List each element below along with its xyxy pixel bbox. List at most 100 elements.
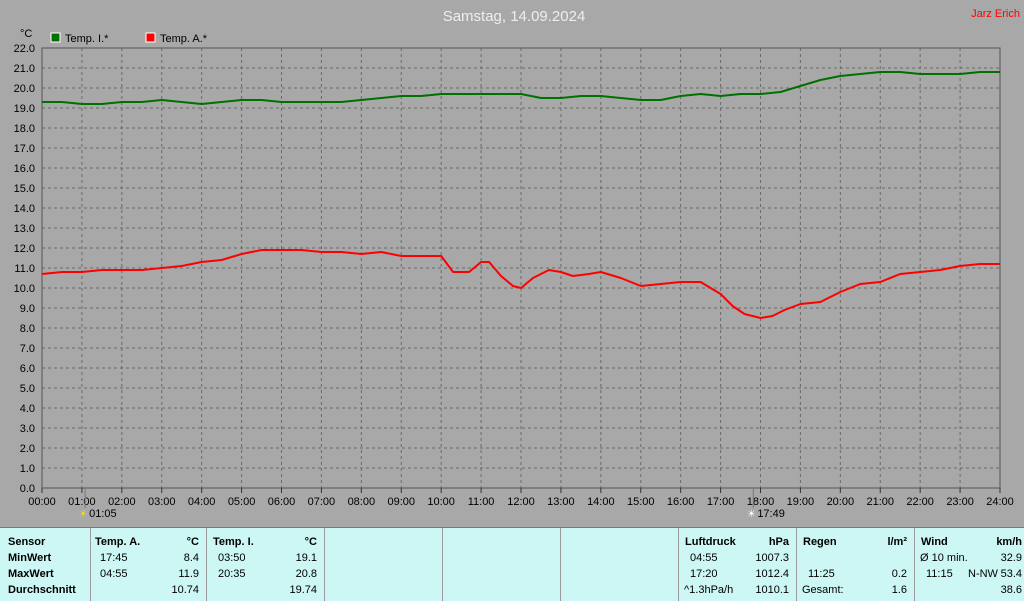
temp-a-unit: °C xyxy=(186,536,199,548)
x-tick-label: 10:00 xyxy=(427,496,455,508)
y-tick-label: 13.0 xyxy=(14,223,35,235)
x-axis-ticks: 00:00 01:00 02:00 03:00 04:00 05:00 06:00 07:00… xyxy=(28,488,1014,508)
wind-max-direction: N-NW xyxy=(968,568,998,580)
pressure-avg-value: 1010.1 xyxy=(755,584,789,596)
y-tick-label: 8.0 xyxy=(20,323,35,335)
x-tick-label: 20:00 xyxy=(827,496,855,508)
temp-a-avg-value: 10.74 xyxy=(171,584,199,596)
temp-i-max-time: 20:35 xyxy=(218,568,246,580)
temp-i-avg-value: 19.74 xyxy=(289,584,317,596)
y-axis-ticks: 0.0 1.0 2.0 3.0 4.0 5.0 6.0 7.0 8.0 9.0 10.0 11.0 12… xyxy=(14,43,35,495)
rain-total-value: 1.6 xyxy=(891,584,907,596)
wind-day-value: 38.6 xyxy=(1000,584,1022,596)
x-tick-label: 02:00 xyxy=(108,496,136,508)
x-tick-label: 24:00 xyxy=(986,496,1014,508)
y-tick-label: 17.0 xyxy=(14,143,35,155)
x-tick-label: 00:00 xyxy=(28,496,56,508)
wind-avg-value: 32.9 xyxy=(1000,552,1022,564)
pressure-max-time: 17:20 xyxy=(690,568,718,580)
x-tick-label: 03:00 xyxy=(148,496,176,508)
temp-i-max-value: 20.8 xyxy=(295,568,317,580)
pressure-min-value: 1007.3 xyxy=(755,552,789,564)
x-tick-label: 23:00 xyxy=(946,496,974,508)
y-tick-label: 2.0 xyxy=(20,443,35,455)
y-tick-label: 7.0 xyxy=(20,343,35,355)
x-tick-label: 16:00 xyxy=(667,496,695,508)
x-tick-label: 11:00 xyxy=(468,496,495,508)
x-tick-label: 14:00 xyxy=(587,496,615,508)
y-tick-label: 11.0 xyxy=(14,263,35,275)
x-tick-label: 05:00 xyxy=(228,496,256,508)
x-tick-label: 04:00 xyxy=(188,496,216,508)
y-tick-label: 16.0 xyxy=(14,163,35,175)
time-markers: ☀ 01:05 ☀ 17:49 xyxy=(79,488,785,520)
x-tick-label: 08:00 xyxy=(348,496,376,508)
x-tick-label: 09:00 xyxy=(387,496,415,508)
temp-a-min-time: 17:45 xyxy=(100,552,128,564)
x-tick-label: 17:00 xyxy=(707,496,735,508)
marker-label: 01:05 xyxy=(89,508,117,520)
rain-max-time: 11:25 xyxy=(808,568,835,580)
temp-a-header: Temp. A. xyxy=(95,536,141,548)
legend-label-inner: Temp. I.* xyxy=(65,33,109,45)
y-tick-label: 18.0 xyxy=(14,123,35,135)
y-tick-label: 15.0 xyxy=(14,183,35,195)
x-tick-label: 19:00 xyxy=(787,496,815,508)
y-tick-label: 5.0 xyxy=(20,383,35,395)
y-tick-label: 12.0 xyxy=(14,243,35,255)
pressure-unit: hPa xyxy=(768,536,789,548)
y-tick-label: 20.0 xyxy=(14,83,35,95)
chart-title: Samstag, 14.09.2024 xyxy=(443,8,586,25)
temp-a-max-value: 11.9 xyxy=(178,568,199,580)
y-tick-label: 19.0 xyxy=(14,103,35,115)
wind-header: Wind xyxy=(921,536,948,548)
temp-i-min-value: 19.1 xyxy=(295,552,317,564)
row-label-min: MinWert xyxy=(8,552,52,564)
pressure-max-value: 1012.4 xyxy=(755,568,789,580)
legend-swatch-outer xyxy=(145,32,156,43)
y-tick-label: 1.0 xyxy=(20,463,35,475)
y-tick-label: 10.0 xyxy=(14,283,35,295)
y-axis-unit: °C xyxy=(20,28,32,40)
series-line-outer-temp xyxy=(41,249,1000,319)
wind-max-time: 11:15 xyxy=(926,568,953,580)
x-tick-label: 15:00 xyxy=(627,496,655,508)
row-label-max: MaxWert xyxy=(8,568,54,580)
x-tick-label: 21:00 xyxy=(866,496,894,508)
x-tick-label: 18:00 xyxy=(747,496,775,508)
pressure-trend: ^1.3hPa/h xyxy=(684,584,734,596)
series-line-inner-temp xyxy=(42,71,1000,105)
y-tick-label: 3.0 xyxy=(20,423,35,435)
x-tick-label: 22:00 xyxy=(906,496,934,508)
temp-i-unit: °C xyxy=(304,536,317,548)
pressure-header: Luftdruck xyxy=(685,536,736,548)
author-label: Jarz Erich xyxy=(971,8,1020,20)
temp-i-header: Temp. I. xyxy=(213,536,254,548)
legend-label-outer: Temp. A.* xyxy=(160,33,208,45)
temp-a-max-time: 04:55 xyxy=(100,568,128,580)
marker-label: 17:49 xyxy=(757,508,785,520)
legend-swatch-inner xyxy=(50,32,61,43)
row-label-avg: Durchschnitt xyxy=(8,584,76,596)
x-tick-label: 12:00 xyxy=(507,496,535,508)
y-tick-label: 6.0 xyxy=(20,363,35,375)
wind-max-value: 53.4 xyxy=(1000,568,1022,580)
x-tick-label: 01:00 xyxy=(68,496,96,508)
x-tick-label: 13:00 xyxy=(547,496,575,508)
rain-max-value: 0.2 xyxy=(891,568,907,580)
temp-i-min-time: 03:50 xyxy=(218,552,246,564)
rain-unit: l/m² xyxy=(887,536,907,548)
temperature-chart: 0.0 1.0 2.0 3.0 4.0 5.0 6.0 7.0 8.0 9.0 10.0 11.0 12… xyxy=(14,8,1020,520)
sunset-icon: ☀ xyxy=(747,509,756,520)
y-tick-label: 21.0 xyxy=(14,63,35,75)
x-tick-label: 06:00 xyxy=(268,496,296,508)
y-tick-label: 22.0 xyxy=(14,43,35,55)
sunrise-icon: ☀ xyxy=(79,509,88,520)
y-tick-label: 0.0 xyxy=(20,483,35,495)
wind-avg-label: Ø 10 min. xyxy=(920,552,968,564)
temp-a-min-value: 8.4 xyxy=(183,552,199,564)
y-tick-label: 9.0 xyxy=(20,303,35,315)
wind-unit: km/h xyxy=(996,536,1022,548)
legend: Temp. I.* Temp. A.* xyxy=(50,32,208,45)
rain-total-label: Gesamt: xyxy=(802,584,844,596)
